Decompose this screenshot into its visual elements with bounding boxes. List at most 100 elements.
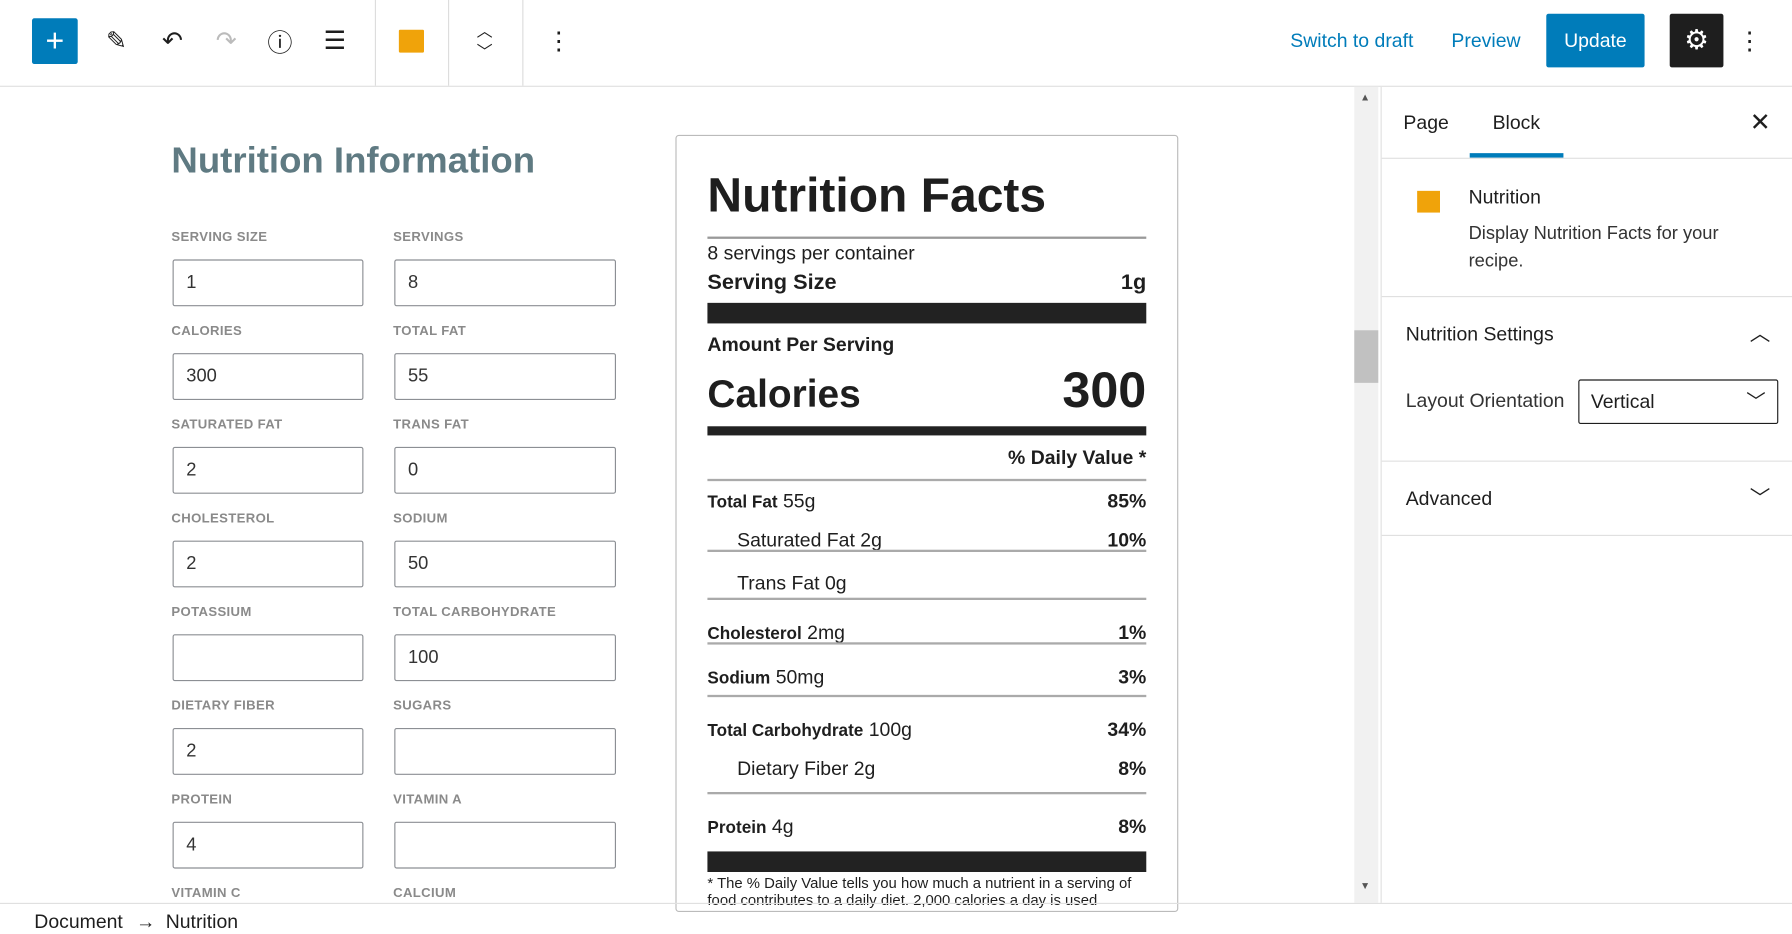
field-label: SERVINGS: [393, 230, 464, 245]
facts-row: Trans Fat 0g: [707, 573, 1146, 596]
close-icon[interactable]: ✕: [1749, 107, 1771, 136]
form-title: Nutrition Information: [171, 139, 536, 181]
field-input[interactable]: [394, 353, 616, 400]
field-input[interactable]: [172, 634, 364, 682]
nutrient-percent: 85%: [1107, 490, 1147, 512]
breadcrumb: Document → Nutrition: [0, 902, 1792, 934]
daily-value-header: % Daily Value *: [1008, 446, 1147, 469]
field-label: POTASSIUM: [171, 605, 252, 620]
switch-to-draft-button[interactable]: Switch to draft: [1290, 29, 1414, 52]
field-input[interactable]: [172, 259, 364, 307]
footnote: * The % Daily Value tells you how much a…: [707, 874, 1132, 909]
nutrition-block-icon[interactable]: [389, 18, 435, 64]
field-input[interactable]: [394, 446, 616, 494]
field-input[interactable]: [394, 634, 616, 682]
breadcrumb-nutrition[interactable]: Nutrition: [165, 910, 239, 933]
more-vertical-icon[interactable]: ⋮: [546, 26, 572, 55]
nutrient-label: Cholesterol: [707, 623, 802, 644]
redo-icon[interactable]: ↷: [215, 26, 237, 55]
update-button[interactable]: Update: [1546, 13, 1645, 68]
field-input[interactable]: [394, 727, 616, 775]
advanced-toggle[interactable]: Advanced: [1405, 487, 1493, 510]
nutrient-label: Dietary Fiber 2g: [737, 757, 876, 780]
nutrient-percent: 8%: [1118, 815, 1147, 838]
tab-page[interactable]: Page: [1403, 111, 1449, 134]
preview-button[interactable]: Preview: [1451, 29, 1521, 52]
undo-icon[interactable]: ↶: [162, 26, 184, 55]
servings-text: 8 servings per container: [707, 242, 915, 264]
move-up-down-icon[interactable]: ︿ ﹀: [476, 21, 493, 61]
serving-size-label: Serving Size: [707, 270, 837, 295]
field-label: PROTEIN: [171, 793, 233, 807]
field-label: TRANS FAT: [393, 418, 469, 432]
field-label: CALCIUM: [393, 886, 457, 901]
nutrition-block-icon: [1417, 190, 1440, 213]
nutrient-label: Total Fat: [707, 492, 778, 512]
nutrient-amount: 100g: [868, 718, 912, 741]
nutrient-percent: 10%: [1107, 529, 1147, 551]
nutrition-settings-toggle[interactable]: Nutrition Settings: [1405, 323, 1554, 346]
layout-orientation-label: Layout Orientation: [1405, 389, 1565, 412]
nutrient-percent: 3%: [1118, 666, 1147, 688]
nutrient-amount: 50mg: [775, 666, 825, 688]
field-label: VITAMIN C: [171, 886, 241, 901]
facts-row: Sodium 50mg 3%: [707, 666, 1146, 689]
nutrient-label: Trans Fat 0g: [737, 572, 847, 595]
nutrient-amount: 2mg: [807, 621, 845, 644]
plus-icon[interactable]: +: [31, 18, 78, 64]
breadcrumb-document[interactable]: Document: [34, 910, 123, 933]
chevron-up-icon[interactable]: ︿: [1749, 322, 1771, 346]
nutrient-label: Saturated Fat 2g: [737, 529, 882, 551]
nutrient-percent: 34%: [1107, 718, 1147, 741]
tab-block[interactable]: Block: [1492, 111, 1541, 134]
facts-row: Dietary Fiber 2g 8%: [707, 758, 1146, 781]
field-label: TOTAL FAT: [393, 324, 467, 339]
field-label: SERVING SIZE: [171, 230, 268, 245]
block-name: Nutrition: [1468, 186, 1541, 208]
field-label: SODIUM: [393, 511, 448, 526]
gear-icon[interactable]: ⚙: [1669, 13, 1724, 68]
facts-row: Total Carbohydrate 100g 34%: [707, 719, 1146, 742]
amount-per-serving: Amount Per Serving: [707, 333, 895, 356]
field-input[interactable]: [394, 821, 616, 869]
layout-orientation-value: Vertical: [1590, 390, 1655, 413]
scrollbar-thumb[interactable]: [1354, 330, 1379, 383]
facts-row: Saturated Fat 2g 10%: [707, 529, 1146, 552]
field-label: DIETARY FIBER: [171, 699, 275, 714]
field-input[interactable]: [172, 446, 364, 494]
calories-value: 300: [1062, 362, 1147, 419]
info-icon[interactable]: ⓘ: [267, 28, 293, 58]
facts-row: Cholesterol 2mg 1%: [707, 622, 1146, 645]
field-input[interactable]: [172, 353, 364, 400]
nutrient-amount: 4g: [771, 815, 794, 838]
serving-size-value: 1g: [1120, 270, 1147, 295]
field-label: CHOLESTEROL: [171, 511, 275, 526]
field-input[interactable]: [394, 259, 616, 307]
block-description: Display Nutrition Facts for your recipe.: [1468, 223, 1719, 271]
pencil-icon[interactable]: ✎: [106, 26, 128, 55]
field-input[interactable]: [172, 540, 364, 588]
options-icon[interactable]: ⋮: [1737, 26, 1763, 55]
field-input[interactable]: [394, 540, 616, 588]
chevron-down-icon[interactable]: ﹀: [1749, 486, 1771, 510]
chevron-down-icon: ﹀: [1746, 390, 1766, 413]
nutrient-amount: 55g: [782, 490, 816, 512]
nutrition-facts-label: Nutrition Facts 8 servings per container…: [675, 134, 1179, 912]
list-view-icon[interactable]: ☰: [323, 26, 347, 55]
facts-title: Nutrition Facts: [707, 167, 1047, 222]
field-input[interactable]: [172, 821, 364, 869]
settings-sidebar: Page Block ✕ Nutrition Display Nutrition…: [1380, 86, 1792, 903]
field-input[interactable]: [172, 727, 364, 775]
nutrient-label: Protein: [707, 818, 767, 838]
editor-scrollbar[interactable]: ▲ ▼: [1354, 86, 1379, 903]
field-label: CALORIES: [171, 324, 243, 339]
breadcrumb-separator: →: [135, 910, 156, 933]
field-label: VITAMIN A: [393, 793, 462, 807]
nutrient-label: Sodium: [707, 668, 771, 688]
editor-toolbar: + ✎ ↶ ↷ ⓘ ☰ ︿ ﹀ ⋮ Switch to draft Preview…: [0, 0, 1792, 87]
calories-label: Calories: [707, 372, 861, 416]
facts-row: Protein 4g 8%: [707, 816, 1146, 839]
field-label: TOTAL CARBOHYDRATE: [393, 605, 557, 620]
layout-orientation-select[interactable]: Vertical ﹀: [1578, 379, 1779, 424]
field-label: SATURATED FAT: [171, 418, 283, 432]
